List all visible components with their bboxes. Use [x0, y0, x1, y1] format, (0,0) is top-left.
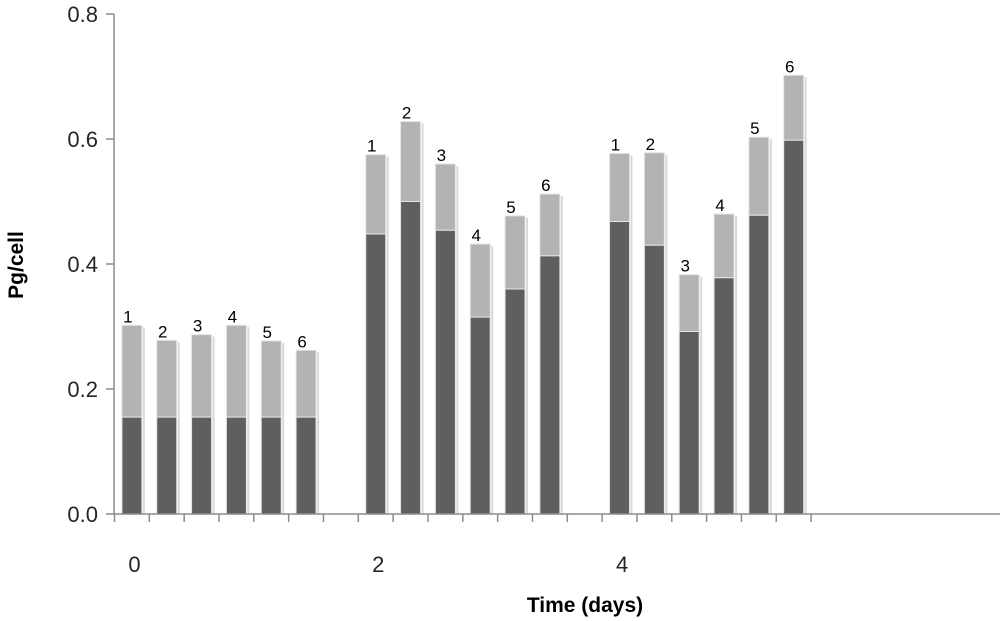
- x-axis-title: Time (days): [527, 594, 643, 617]
- x-tick-label: 4: [616, 552, 628, 577]
- bar-lower-segment: [748, 214, 770, 515]
- bar-upper-segment: [434, 163, 456, 231]
- x-tick-label: 0: [128, 552, 140, 577]
- bar-upper-segment: [260, 340, 282, 418]
- bar-lower-segment: [225, 416, 247, 515]
- bar-label: 6: [541, 176, 550, 195]
- bar-upper-segment: [295, 349, 317, 418]
- bar-lower-segment: [191, 416, 213, 515]
- bar-lower-segment: [295, 416, 317, 515]
- bar-upper-segment: [156, 339, 178, 418]
- bar-lower-segment: [609, 221, 631, 515]
- bar-label: 4: [228, 307, 237, 326]
- y-tick-label: 0.4: [67, 252, 98, 277]
- bar-upper-segment: [191, 334, 213, 418]
- bar-upper-segment: [643, 152, 665, 246]
- bar-label: 2: [646, 135, 655, 154]
- bar-lower-segment: [156, 416, 178, 515]
- bar-upper-segment: [225, 324, 247, 418]
- bar-lower-segment: [434, 229, 456, 515]
- bar-label: 3: [437, 146, 446, 165]
- bar-label: 5: [263, 323, 272, 342]
- bar-label: 5: [506, 198, 515, 217]
- bar-lower-segment: [539, 255, 561, 515]
- bar-lower-segment: [678, 331, 700, 515]
- bar-label: 4: [471, 226, 480, 245]
- bar-lower-segment: [469, 316, 491, 515]
- y-axis-title: Pg/cell: [5, 231, 28, 299]
- bar-upper-segment: [678, 274, 700, 332]
- bar-lower-segment: [121, 416, 143, 515]
- bar-upper-segment: [609, 152, 631, 222]
- bar-label: 1: [611, 135, 620, 154]
- bar-upper-segment: [713, 213, 735, 279]
- bar-upper-segment: [400, 121, 422, 202]
- bar-lower-segment: [400, 201, 422, 515]
- y-tick-label: 0.0: [67, 502, 98, 527]
- bar-label: 6: [785, 57, 794, 76]
- bars-layer: 1 2 3 4 5 6 1 2 3 4 5 6 1 2 3 4 5 6: [121, 57, 807, 515]
- bar-upper-segment: [504, 215, 526, 290]
- bar-lower-segment: [260, 416, 282, 515]
- bar-label: 4: [715, 196, 724, 215]
- bar-lower-segment: [365, 233, 387, 515]
- bar-label: 1: [123, 307, 132, 326]
- bar-label: 3: [680, 257, 689, 276]
- x-tick-label: 2: [372, 552, 384, 577]
- bar-lower-segment: [783, 139, 805, 515]
- bar-label: 2: [158, 322, 167, 341]
- y-tick-label: 0.2: [67, 377, 98, 402]
- bar-upper-segment: [365, 154, 387, 235]
- bar-lower-segment: [643, 244, 665, 515]
- bar-label: 5: [750, 119, 759, 138]
- ticks-layer: 0.0 0.2 0.4 0.6 0.8 0 2 4: [67, 2, 812, 577]
- bar-upper-segment: [539, 193, 561, 257]
- bar-upper-segment: [748, 136, 770, 216]
- bar-upper-segment: [783, 74, 805, 141]
- y-tick-label: 0.6: [67, 127, 98, 152]
- bar-label: 6: [297, 332, 306, 351]
- bar-label: 2: [402, 104, 411, 123]
- bar-upper-segment: [469, 243, 491, 318]
- bar-upper-segment: [121, 324, 143, 418]
- bar-lower-segment: [504, 288, 526, 515]
- y-tick-label: 0.8: [67, 2, 98, 27]
- bar-label: 3: [193, 317, 202, 336]
- bar-label: 1: [367, 137, 376, 156]
- bar-lower-segment: [713, 277, 735, 515]
